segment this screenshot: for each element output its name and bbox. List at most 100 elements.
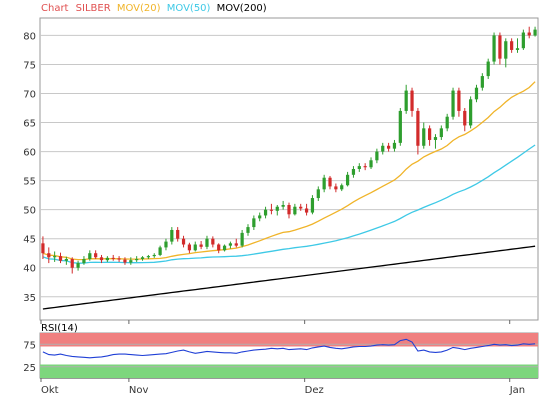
candle-52 xyxy=(345,171,350,187)
candle-body-27 xyxy=(199,244,203,247)
candle-64 xyxy=(416,108,420,155)
candle-body-73 xyxy=(469,99,473,126)
candle-69 xyxy=(445,113,449,132)
candle-18 xyxy=(146,254,150,260)
candle-5 xyxy=(70,257,74,274)
candle-71 xyxy=(457,87,461,117)
candle-body-56 xyxy=(369,160,373,168)
candle-48 xyxy=(322,174,326,193)
candle-body-8 xyxy=(88,253,92,260)
candle-33 xyxy=(234,238,238,248)
candle-body-26 xyxy=(193,244,197,251)
candle-80 xyxy=(510,38,514,53)
candle-body-10 xyxy=(99,257,104,261)
candle-body-60 xyxy=(392,142,397,149)
candle-body-43 xyxy=(293,206,297,215)
candle-29 xyxy=(211,236,215,248)
candle-body-15 xyxy=(129,260,133,263)
candle-body-84 xyxy=(533,29,537,36)
candle-body-72 xyxy=(463,110,467,126)
candle-12 xyxy=(111,254,115,261)
candle-11 xyxy=(105,256,109,262)
candle-body-68 xyxy=(439,128,443,138)
legend-title: Chart xyxy=(41,3,69,14)
candle-58 xyxy=(381,142,385,155)
candle-35 xyxy=(246,224,250,236)
candle-32 xyxy=(228,241,233,249)
legend-mov200: MOV(200) xyxy=(217,3,267,14)
main-panel xyxy=(39,17,539,321)
candle-body-63 xyxy=(410,90,414,111)
candle-20 xyxy=(158,245,162,257)
y-tick-label-45: 45 xyxy=(23,235,36,246)
candle-body-50 xyxy=(334,186,338,190)
candle-body-16 xyxy=(135,259,139,261)
candle-body-71 xyxy=(457,90,461,111)
candle-body-34 xyxy=(240,232,244,246)
candle-body-67 xyxy=(433,137,438,140)
candle-body-70 xyxy=(451,90,455,117)
rsi-overbought-zone xyxy=(40,333,538,347)
candle-body-9 xyxy=(94,253,98,258)
candle-body-74 xyxy=(474,87,479,100)
rsi-panel: 25 75 xyxy=(23,332,539,379)
candle-body-41 xyxy=(281,205,285,207)
candle-body-2 xyxy=(53,256,57,258)
x-axis: Okt Nov Dez Jan xyxy=(40,320,538,396)
candle-body-24 xyxy=(181,238,186,245)
candle-62 xyxy=(404,84,408,114)
y-tick-label-35: 35 xyxy=(23,293,36,304)
candle-body-30 xyxy=(217,244,221,251)
x-tick-label-jan: Jan xyxy=(509,385,525,396)
candle-39 xyxy=(269,203,274,215)
candle-body-33 xyxy=(234,243,238,246)
candle-40 xyxy=(275,205,279,216)
candle-body-81 xyxy=(515,48,520,50)
y-tick-label-40: 40 xyxy=(23,264,36,275)
candle-26 xyxy=(193,241,197,252)
candle-78 xyxy=(498,32,502,65)
candle-body-79 xyxy=(504,41,508,59)
candle-4 xyxy=(64,256,68,265)
candle-19 xyxy=(152,253,156,258)
candle-54 xyxy=(357,163,361,172)
candle-body-69 xyxy=(445,116,449,129)
y-tick-label-60: 60 xyxy=(23,148,36,159)
candle-body-22 xyxy=(170,229,174,242)
candle-83 xyxy=(527,26,531,39)
candle-24 xyxy=(181,235,186,248)
candle-45 xyxy=(304,203,309,216)
candle-body-48 xyxy=(322,177,326,190)
legend-mov20: MOV(20) xyxy=(117,3,161,14)
candle-34 xyxy=(240,229,244,248)
candle-42 xyxy=(287,202,291,219)
candle-body-14 xyxy=(123,259,127,263)
y-tick-label-70: 70 xyxy=(23,90,36,101)
candle-body-64 xyxy=(416,110,420,146)
candle-body-40 xyxy=(275,206,279,211)
candle-2 xyxy=(53,251,57,262)
candle-66 xyxy=(428,125,432,146)
candle-84 xyxy=(533,26,537,37)
candle-body-62 xyxy=(404,90,408,111)
candle-body-6 xyxy=(76,263,80,268)
candle-body-46 xyxy=(310,198,315,213)
y-tick-label-75: 75 xyxy=(23,60,36,71)
legend-symbol: SILBER xyxy=(76,3,111,14)
candle-body-39 xyxy=(269,209,274,211)
candle-51 xyxy=(340,183,344,192)
y-tick-label-65: 65 xyxy=(23,119,36,130)
candle-68 xyxy=(439,125,443,140)
candle-body-44 xyxy=(299,206,303,209)
candle-65 xyxy=(422,122,426,149)
candle-9 xyxy=(94,250,98,260)
candle-28 xyxy=(205,235,209,250)
candle-body-61 xyxy=(398,110,402,143)
candle-70 xyxy=(451,87,455,120)
candle-49 xyxy=(328,175,332,190)
candle-body-25 xyxy=(187,244,192,251)
candle-body-35 xyxy=(246,227,250,233)
candle-15 xyxy=(129,257,133,265)
rsi-oversold-zone xyxy=(40,364,538,378)
candle-body-1 xyxy=(47,253,51,258)
